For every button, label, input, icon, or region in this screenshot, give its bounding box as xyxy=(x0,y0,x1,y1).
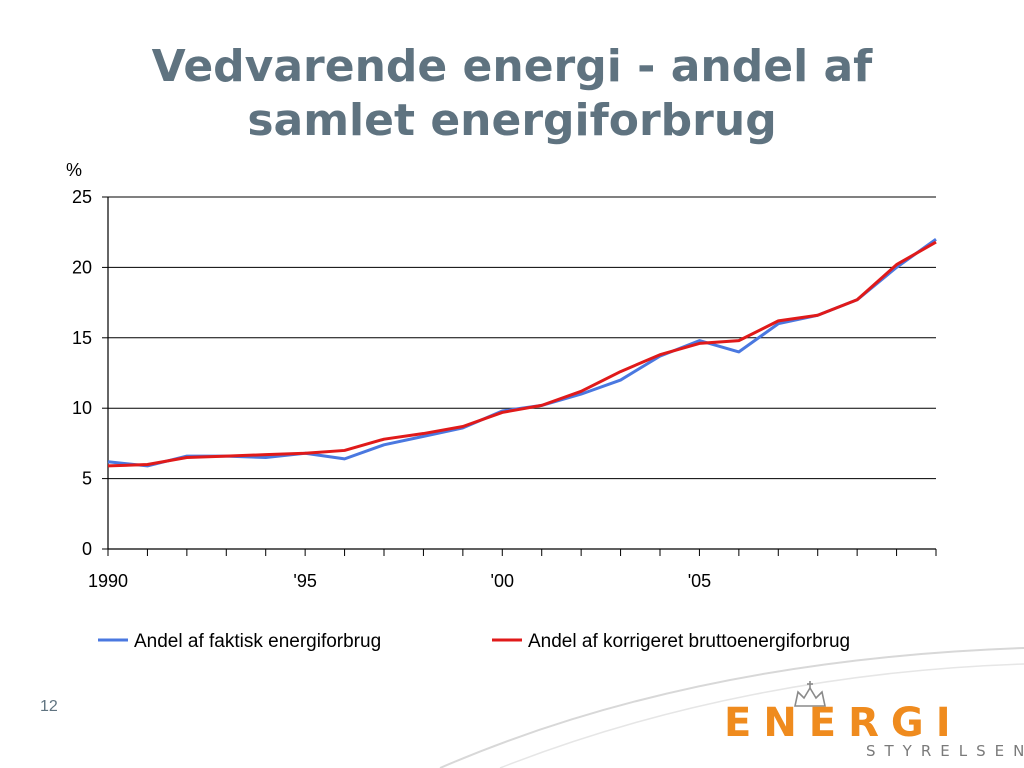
title-line-1: Vedvarende energi - andel af xyxy=(151,41,873,92)
legend-label-2: Andel af korrigeret bruttoenergiforbrug xyxy=(528,631,850,652)
slide-title: Vedvarende energi - andel af samlet ener… xyxy=(60,40,964,148)
y-tick-label: 15 xyxy=(72,328,92,348)
y-tick-label: 10 xyxy=(72,398,92,418)
page-number: 12 xyxy=(40,698,58,715)
series-line-2 xyxy=(107,240,937,468)
logo-subtitle: STYRELSEN xyxy=(866,742,1024,760)
y-tick-label: 25 xyxy=(72,187,92,207)
y-tick-label: 20 xyxy=(72,257,92,277)
x-tick-label: '95 xyxy=(293,571,316,591)
gridlines xyxy=(108,196,936,480)
x-tick-label: '05 xyxy=(688,571,711,591)
logo-word: ENERGI xyxy=(724,700,963,746)
series-line-1 xyxy=(107,238,937,468)
x-tick-label: '00 xyxy=(491,571,514,591)
x-tick-label: 1990 xyxy=(88,571,128,591)
axes xyxy=(102,196,937,556)
legend-label-1: Andel af faktisk energiforbrug xyxy=(134,631,381,652)
line-chart: 0 5 10 15 20 25 1990 '95 '00 '05 % Andel af fakt… xyxy=(66,160,937,652)
x-tick-labels: 1990 '95 '00 '05 xyxy=(88,571,711,591)
legend: Andel af faktisk energiforbrug Andel af k… xyxy=(98,631,850,652)
y-tick-label: 5 xyxy=(82,469,92,489)
title-line-2: samlet energiforbrug xyxy=(247,95,777,146)
crown-icon xyxy=(794,681,826,707)
y-tick-label: 0 xyxy=(82,539,92,559)
energistyrelsen-logo: ENERGI STYRELSEN xyxy=(720,680,1024,768)
series-lines xyxy=(107,238,937,468)
y-axis-label: % xyxy=(66,160,82,180)
y-tick-labels: 0 5 10 15 20 25 xyxy=(72,187,92,559)
